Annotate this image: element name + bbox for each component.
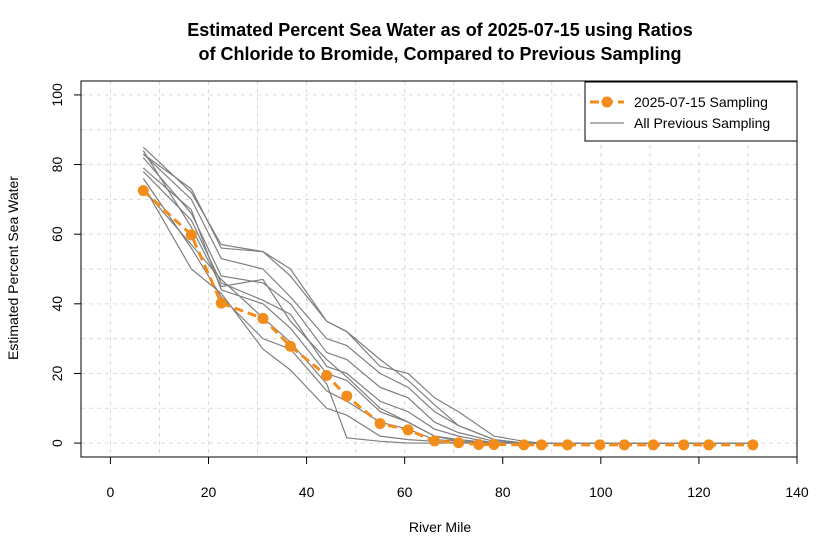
current-sampling-point — [678, 439, 690, 451]
x-tick-label: 60 — [397, 484, 413, 500]
x-tick-label: 80 — [495, 484, 511, 500]
y-tick-label: 100 — [49, 83, 65, 107]
current-sampling-point — [137, 185, 149, 197]
current-sampling-point — [747, 439, 759, 451]
y-tick-label: 40 — [49, 296, 65, 312]
previous-sampling-line — [142, 153, 753, 444]
current-sampling-point — [341, 390, 353, 402]
legend-previous-label: All Previous Sampling — [634, 115, 770, 131]
previous-sampling-line — [142, 188, 753, 444]
current-sampling-point — [618, 439, 630, 451]
legend: 2025-07-15 Sampling All Previous Samplin… — [584, 81, 798, 142]
y-tick-label: 20 — [49, 365, 65, 381]
current-sampling-point — [594, 439, 606, 451]
legend-current-marker — [601, 96, 613, 108]
current-sampling-point — [429, 435, 441, 447]
current-sampling-point — [321, 370, 333, 382]
current-sampling-point — [284, 340, 296, 352]
previous-sampling-line — [142, 171, 753, 444]
legend-current-label: 2025-07-15 Sampling — [634, 94, 768, 110]
chart-title-line-2: of Chloride to Bromide, Compared to Prev… — [198, 44, 681, 64]
current-sampling-point — [518, 439, 530, 451]
legend-box — [584, 81, 798, 142]
current-sampling-point — [535, 439, 547, 451]
current-sampling-point — [473, 438, 485, 450]
current-sampling-point — [488, 438, 500, 450]
current-sampling-point — [453, 437, 465, 449]
current-sampling-point — [402, 424, 414, 436]
y-tick-label: 80 — [49, 157, 65, 173]
current-sampling-point — [647, 439, 659, 451]
x-tick-label: 120 — [687, 484, 711, 500]
previous-sampling-line — [142, 167, 753, 444]
current-sampling-series — [137, 185, 759, 451]
current-sampling-point — [374, 418, 386, 430]
current-sampling-line — [142, 189, 753, 447]
x-tick-label: 100 — [589, 484, 613, 500]
current-sampling-point — [215, 297, 227, 309]
plot-border — [80, 80, 798, 458]
current-sampling-point — [257, 312, 269, 324]
y-tick-label: 0 — [49, 439, 65, 447]
x-axis: 0 20 40 60 80 100 120 140 — [107, 457, 809, 500]
previous-sampling-line — [142, 185, 753, 444]
y-axis: 0 20 40 60 80 100 — [49, 83, 81, 447]
previous-sampling-line — [142, 146, 753, 444]
x-tick-label: 20 — [201, 484, 217, 500]
previous-sampling-line — [142, 157, 753, 444]
previous-sampling-line — [142, 153, 753, 444]
current-sampling-point — [185, 229, 197, 241]
x-axis-label: River Mile — [409, 519, 471, 535]
x-tick-label: 40 — [299, 484, 315, 500]
current-sampling-point — [703, 439, 715, 451]
chart-title-line-1: Estimated Percent Sea Water as of 2025-0… — [187, 20, 693, 40]
x-tick-label: 0 — [107, 484, 115, 500]
current-sampling-point — [561, 439, 573, 451]
x-tick-label: 140 — [785, 484, 809, 500]
y-axis-label: Estimated Percent Sea Water — [5, 176, 21, 360]
previous-sampling-lines — [142, 146, 753, 444]
y-tick-label: 60 — [49, 226, 65, 242]
previous-sampling-line — [142, 150, 753, 444]
